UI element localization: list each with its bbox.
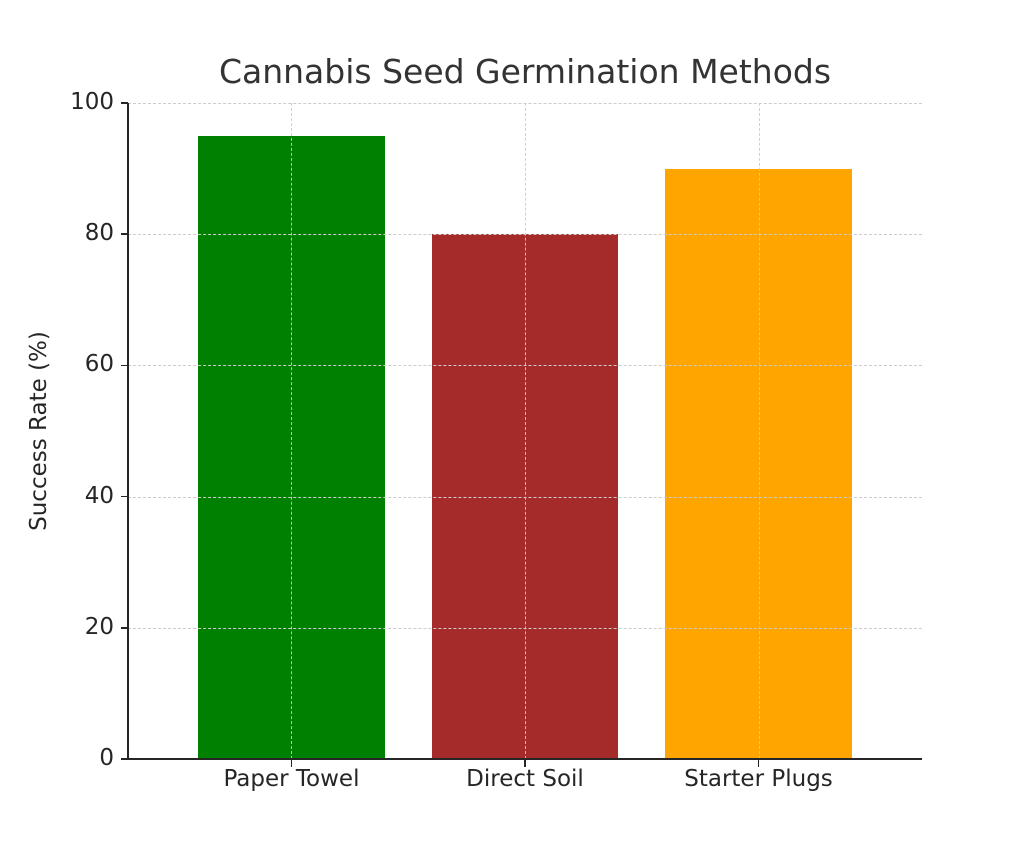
gridline-vertical [525, 103, 526, 759]
y-tick-mark [121, 495, 128, 498]
x-axis-spine [127, 758, 922, 760]
y-tick-label: 40 [84, 482, 114, 509]
x-tick-mark [290, 760, 293, 767]
y-tick-label: 80 [84, 220, 114, 247]
y-tick-mark [121, 102, 128, 104]
y-axis-spine [127, 103, 129, 760]
x-tick-label: Direct Soil [466, 766, 584, 792]
y-tick-label: 100 [70, 89, 114, 115]
gridline-vertical [758, 103, 760, 759]
x-tick-label: Paper Towel [223, 766, 360, 792]
y-axis-label: Success Rate (%) [26, 331, 52, 531]
y-tick-mark [121, 233, 128, 235]
y-tick-mark [121, 758, 128, 760]
y-tick-label: 60 [84, 351, 114, 378]
plot-area [128, 103, 922, 759]
x-tick-mark [757, 760, 760, 767]
gridline-vertical [291, 103, 293, 759]
bar-paper-towel [198, 135, 385, 759]
y-tick-label: 20 [84, 613, 114, 640]
chart-title: Cannabis Seed Germination Methods [218, 52, 832, 91]
y-tick-mark [121, 364, 128, 367]
x-tick-mark [524, 760, 526, 767]
y-tick-label: 0 [99, 745, 114, 771]
y-tick-mark [121, 627, 128, 629]
x-tick-label: Starter Plugs [684, 766, 833, 792]
